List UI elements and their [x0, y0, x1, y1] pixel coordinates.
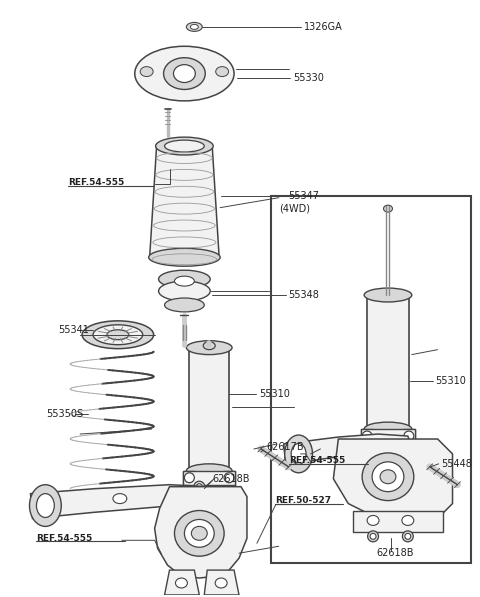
Text: 55330: 55330 — [294, 73, 324, 82]
Text: REF.50-527: REF.50-527 — [275, 496, 331, 505]
Ellipse shape — [367, 515, 379, 525]
Bar — [361, 429, 415, 442]
Ellipse shape — [186, 464, 232, 478]
Text: 55448: 55448 — [442, 459, 472, 469]
Text: 55310: 55310 — [436, 377, 467, 386]
Ellipse shape — [36, 494, 54, 518]
Text: 62618B: 62618B — [376, 548, 414, 558]
Text: REF.54-555: REF.54-555 — [36, 534, 93, 543]
Ellipse shape — [93, 325, 143, 344]
Ellipse shape — [196, 484, 202, 490]
Ellipse shape — [107, 330, 129, 340]
Ellipse shape — [158, 270, 210, 288]
Polygon shape — [165, 570, 199, 595]
Text: 62617B: 62617B — [267, 442, 304, 452]
Bar — [223, 471, 235, 503]
Ellipse shape — [402, 531, 413, 542]
Ellipse shape — [156, 137, 213, 155]
Polygon shape — [204, 570, 239, 595]
Ellipse shape — [176, 578, 187, 588]
Ellipse shape — [370, 533, 376, 539]
Text: 55310: 55310 — [259, 389, 290, 399]
Ellipse shape — [291, 444, 306, 464]
Ellipse shape — [173, 64, 195, 82]
Ellipse shape — [364, 288, 412, 302]
Ellipse shape — [372, 462, 404, 492]
Bar — [403, 429, 415, 459]
Ellipse shape — [158, 281, 210, 301]
Ellipse shape — [380, 470, 396, 484]
Ellipse shape — [192, 527, 207, 540]
Bar — [183, 471, 195, 503]
Ellipse shape — [362, 431, 372, 441]
Bar — [190, 347, 229, 471]
Text: REF.54-555: REF.54-555 — [288, 456, 345, 465]
Ellipse shape — [362, 453, 414, 500]
Ellipse shape — [174, 510, 224, 556]
Text: 62618B: 62618B — [212, 474, 250, 484]
Ellipse shape — [165, 298, 204, 312]
Ellipse shape — [82, 321, 154, 349]
Ellipse shape — [404, 431, 414, 441]
Polygon shape — [31, 485, 214, 518]
Ellipse shape — [191, 24, 198, 29]
Text: 55341: 55341 — [58, 325, 89, 335]
Text: 55347: 55347 — [288, 190, 320, 201]
Ellipse shape — [140, 67, 153, 76]
Ellipse shape — [186, 23, 202, 32]
Text: (4WD): (4WD) — [279, 204, 310, 214]
Ellipse shape — [224, 473, 234, 483]
Bar — [183, 471, 235, 485]
Ellipse shape — [174, 276, 194, 286]
Text: 1326GA: 1326GA — [303, 22, 342, 32]
Ellipse shape — [184, 473, 194, 483]
Polygon shape — [155, 487, 247, 578]
Ellipse shape — [186, 341, 232, 355]
Ellipse shape — [194, 481, 205, 492]
Ellipse shape — [164, 58, 205, 90]
Ellipse shape — [113, 494, 127, 503]
Polygon shape — [284, 434, 413, 465]
Ellipse shape — [384, 205, 393, 212]
Ellipse shape — [402, 515, 414, 525]
Text: 55350S: 55350S — [47, 409, 84, 419]
Text: 55348: 55348 — [288, 290, 320, 300]
Bar — [367, 295, 409, 429]
Ellipse shape — [215, 578, 227, 588]
Ellipse shape — [165, 140, 204, 152]
Ellipse shape — [368, 531, 379, 542]
Ellipse shape — [405, 533, 411, 539]
Text: REF.54-555: REF.54-555 — [68, 179, 124, 187]
Ellipse shape — [149, 248, 220, 266]
Polygon shape — [150, 146, 219, 257]
Polygon shape — [334, 439, 453, 518]
Ellipse shape — [285, 435, 312, 473]
Ellipse shape — [364, 422, 412, 436]
Ellipse shape — [184, 519, 214, 547]
Ellipse shape — [29, 485, 61, 527]
Ellipse shape — [203, 341, 215, 350]
Ellipse shape — [216, 67, 228, 76]
Bar — [353, 510, 443, 533]
Bar — [271, 196, 471, 563]
Ellipse shape — [135, 47, 234, 101]
Bar — [361, 429, 373, 459]
